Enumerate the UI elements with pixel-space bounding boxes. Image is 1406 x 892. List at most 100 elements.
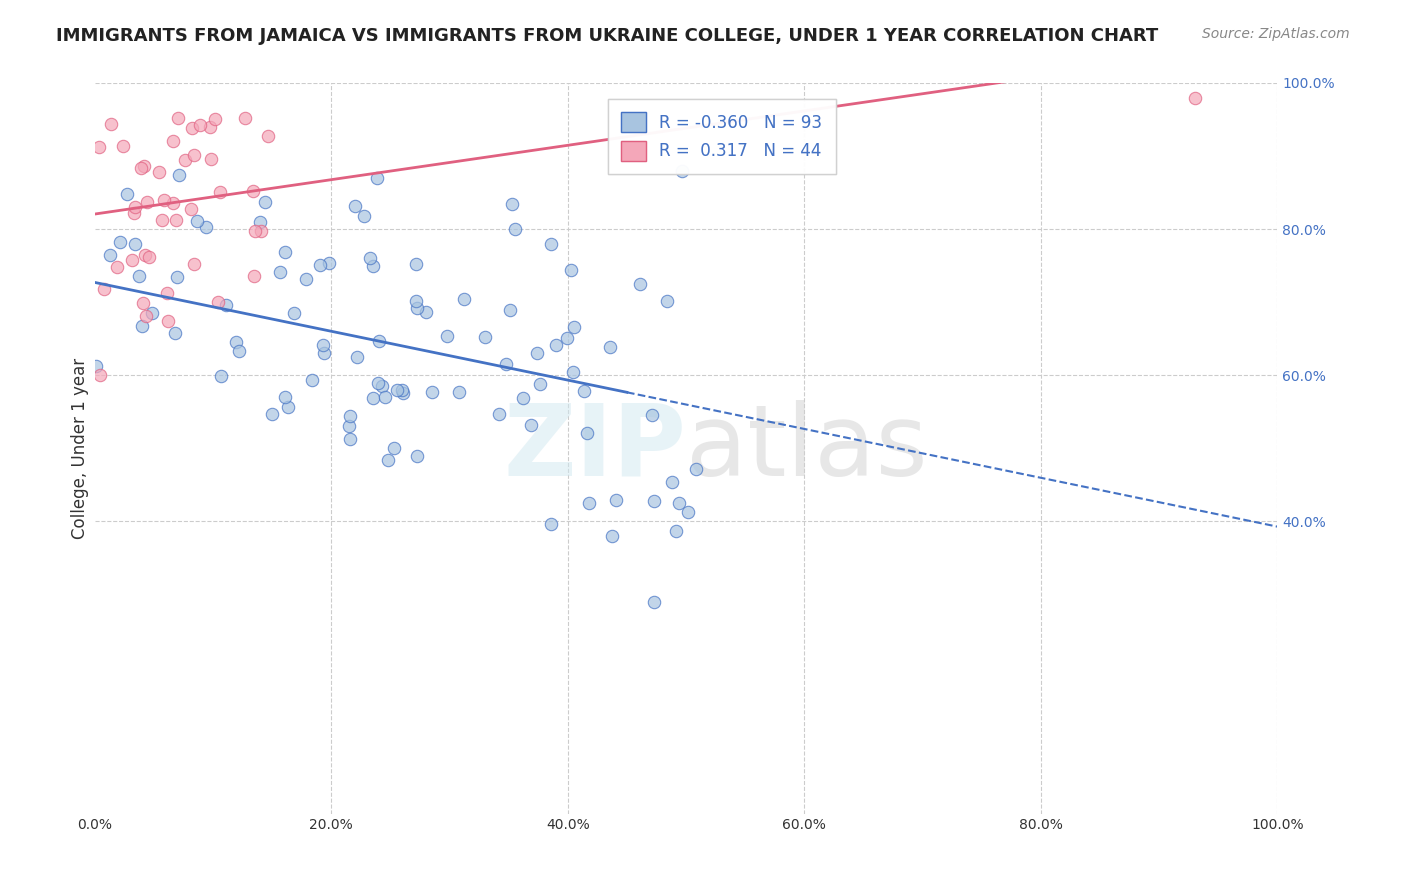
Point xyxy=(152,193,174,207)
Point xyxy=(124,236,146,251)
Point xyxy=(194,220,217,235)
Point xyxy=(564,320,586,334)
Text: atlas: atlas xyxy=(686,400,928,497)
Point xyxy=(165,213,187,227)
Point xyxy=(242,185,264,199)
Point xyxy=(87,140,110,154)
Point xyxy=(415,305,437,319)
Point xyxy=(685,461,707,475)
Point xyxy=(204,112,226,126)
Point xyxy=(225,335,247,350)
Point xyxy=(339,409,361,423)
Point xyxy=(671,163,693,178)
Point xyxy=(557,331,579,345)
Point xyxy=(367,376,389,390)
Point xyxy=(273,245,295,260)
Point xyxy=(134,159,156,173)
Point xyxy=(562,365,585,379)
Point xyxy=(359,252,381,266)
Point xyxy=(93,282,115,296)
Point xyxy=(343,199,366,213)
Point xyxy=(117,186,139,201)
Point xyxy=(512,391,534,405)
Point xyxy=(156,286,179,301)
Point xyxy=(105,260,128,274)
Point xyxy=(665,524,688,538)
Point xyxy=(520,417,543,432)
Text: ZIP: ZIP xyxy=(503,400,686,497)
Point xyxy=(128,268,150,283)
Point xyxy=(260,408,283,422)
Point xyxy=(346,350,368,364)
Point xyxy=(474,330,496,344)
Point xyxy=(222,62,245,77)
Point xyxy=(148,165,170,179)
Point xyxy=(243,225,266,239)
Point xyxy=(209,369,232,384)
Point xyxy=(495,357,517,371)
Point xyxy=(283,306,305,320)
Point xyxy=(337,419,360,434)
Point xyxy=(166,270,188,285)
Point xyxy=(122,206,145,220)
Point xyxy=(574,384,596,398)
Point xyxy=(560,263,582,277)
Point xyxy=(540,516,562,531)
Point xyxy=(249,215,271,229)
Point xyxy=(183,257,205,271)
Point xyxy=(503,222,526,236)
Point xyxy=(605,493,627,508)
Point xyxy=(188,118,211,132)
Point xyxy=(134,247,156,261)
Point xyxy=(406,450,429,464)
Point xyxy=(141,305,163,319)
Point xyxy=(202,62,225,76)
Point xyxy=(385,384,408,398)
Point xyxy=(198,120,221,134)
Point xyxy=(600,529,623,543)
Point xyxy=(98,248,121,262)
Point xyxy=(361,260,384,274)
Point xyxy=(124,200,146,214)
Point xyxy=(228,343,250,358)
Point xyxy=(339,432,361,446)
Point xyxy=(540,236,562,251)
Point xyxy=(628,277,651,291)
Point xyxy=(250,224,273,238)
Text: IMMIGRANTS FROM JAMAICA VS IMMIGRANTS FROM UKRAINE COLLEGE, UNDER 1 YEAR CORRELA: IMMIGRANTS FROM JAMAICA VS IMMIGRANTS FR… xyxy=(56,27,1159,45)
Point xyxy=(233,112,256,126)
Point xyxy=(391,383,413,397)
Point xyxy=(181,120,204,135)
Point xyxy=(361,391,384,405)
Point xyxy=(242,268,264,283)
Point xyxy=(1184,90,1206,104)
Point xyxy=(526,346,548,360)
Point xyxy=(405,257,427,271)
Point xyxy=(174,153,197,168)
Text: Source: ZipAtlas.com: Source: ZipAtlas.com xyxy=(1202,27,1350,41)
Point xyxy=(377,453,399,467)
Point xyxy=(186,214,208,228)
Point xyxy=(295,272,318,286)
Point xyxy=(676,505,699,519)
Point xyxy=(546,337,568,351)
Point xyxy=(209,185,232,199)
Point xyxy=(368,334,391,349)
Point xyxy=(575,426,598,441)
Point xyxy=(312,346,335,360)
Point xyxy=(449,384,471,399)
Point xyxy=(643,494,665,508)
Point xyxy=(488,407,510,421)
Point xyxy=(84,359,107,374)
Point xyxy=(180,202,202,216)
Point xyxy=(207,295,229,310)
Point xyxy=(657,293,679,308)
Point xyxy=(661,475,683,489)
Point xyxy=(200,152,222,166)
Point xyxy=(529,376,551,391)
Point xyxy=(121,252,143,267)
Point xyxy=(668,496,690,510)
Point xyxy=(308,258,330,272)
Point xyxy=(131,295,153,310)
Point xyxy=(253,195,276,210)
